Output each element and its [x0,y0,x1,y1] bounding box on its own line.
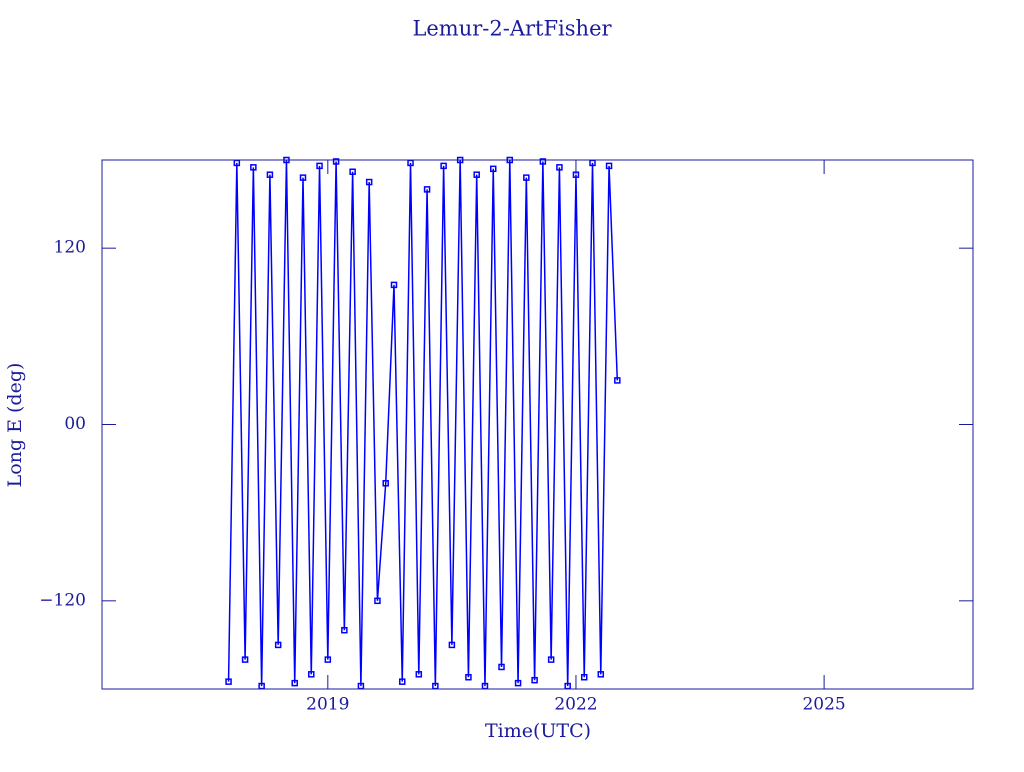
y-tick-label: 120 [54,238,86,258]
data-point [531,676,538,684]
data-point [523,174,530,181]
data-point [349,168,356,176]
data-point [448,641,456,649]
data-point [415,671,423,678]
x-axis-label: Time(UTC) [485,720,591,742]
data-line [227,159,619,687]
y-axis-label: Long E (deg) [4,363,26,488]
data-point [489,165,497,173]
y-tick-label: −120 [39,590,86,610]
data-point [374,597,381,605]
data-point [539,158,547,165]
data-point [341,626,348,634]
data-point [498,663,505,671]
data-point [241,656,249,663]
x-tick-label: 2019 [306,695,349,715]
data-point [580,673,588,681]
data-point [308,671,315,678]
data-point [382,480,389,487]
y-tick-label: 00 [64,414,86,434]
data-point [547,656,555,663]
data-point [597,671,605,678]
data-point [225,678,232,685]
data-point [605,162,613,170]
data-point [291,679,298,687]
data-point [365,178,373,186]
data-point [332,158,340,165]
data-point [514,679,522,687]
data-point [473,171,480,178]
x-tick-label: 2022 [554,695,597,715]
data-point [250,164,257,171]
data-point [324,656,332,663]
data-point [390,281,398,289]
data-point [465,673,472,681]
data-point [299,174,307,181]
plot-area [225,156,621,690]
data-point [423,186,431,193]
data-point [614,377,621,384]
x-tick-label: 2025 [802,695,845,715]
data-point [399,678,406,685]
data-point [266,171,274,178]
data-point [556,164,563,171]
data-point [274,641,282,649]
data-point [316,162,323,170]
data-point [440,162,447,170]
chart-title: Lemur-2-ArtFisher [412,17,612,41]
